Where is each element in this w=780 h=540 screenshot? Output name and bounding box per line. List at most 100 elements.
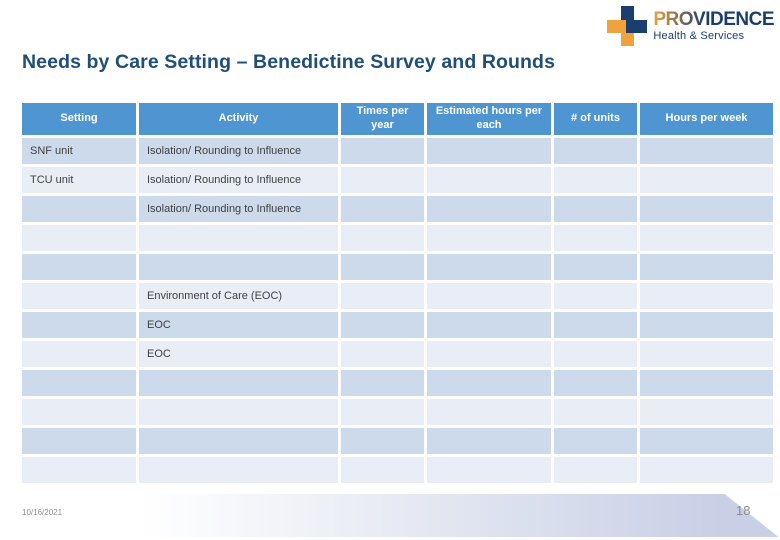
- cell-hours-per-week: [640, 167, 773, 193]
- cell-estimated-hours-per-each: [427, 457, 551, 483]
- cell-num-units: [554, 341, 637, 367]
- cell-estimated-hours-per-each: [427, 341, 551, 367]
- cell-num-units: [554, 312, 637, 338]
- cell-estimated-hours-per-each: [427, 167, 551, 193]
- cell-activity: Isolation/ Rounding to Influence: [139, 138, 338, 164]
- cell-num-units: [554, 428, 637, 454]
- cell-activity: [139, 428, 338, 454]
- header-times-per-year: Times per year: [341, 103, 424, 135]
- table-row: EOC: [22, 341, 773, 367]
- header-hours-per-week: Hours per week: [640, 103, 773, 135]
- cell-activity: [139, 254, 338, 280]
- cell-setting: [22, 196, 136, 222]
- cell-times-per-year: [341, 138, 424, 164]
- cell-times-per-year: [341, 254, 424, 280]
- table-row: TCU unit Isolation/ Rounding to Influence: [22, 167, 773, 193]
- header-estimated-hours-per-each: Estimated hours per each: [427, 103, 551, 135]
- page-number: 18: [736, 503, 751, 518]
- cell-activity: Isolation/ Rounding to Influence: [139, 196, 338, 222]
- cell-setting: [22, 283, 136, 309]
- cell-times-per-year: [341, 196, 424, 222]
- cell-times-per-year: [341, 457, 424, 483]
- cell-hours-per-week: [640, 196, 773, 222]
- cell-times-per-year: [341, 225, 424, 251]
- cell-times-per-year: [341, 167, 424, 193]
- cell-setting: SNF unit: [22, 138, 136, 164]
- cell-times-per-year: [341, 399, 424, 425]
- cell-hours-per-week: [640, 399, 773, 425]
- cell-num-units: [554, 457, 637, 483]
- cell-estimated-hours-per-each: [427, 225, 551, 251]
- cell-estimated-hours-per-each: [427, 283, 551, 309]
- cell-times-per-year: [341, 370, 424, 396]
- table-row: [22, 457, 773, 483]
- table-body: SNF unit Isolation/ Rounding to Influence…: [22, 138, 773, 483]
- logo-text: PROVIDENCE Health & Services: [653, 10, 774, 42]
- cell-times-per-year: [341, 428, 424, 454]
- table-header: Setting Activity Times per year Estimate…: [22, 103, 773, 135]
- cell-estimated-hours-per-each: [427, 254, 551, 280]
- providence-logo: PROVIDENCE Health & Services: [607, 6, 774, 46]
- cell-estimated-hours-per-each: [427, 428, 551, 454]
- cell-hours-per-week: [640, 341, 773, 367]
- page-title: Needs by Care Setting – Benedictine Surv…: [22, 51, 556, 73]
- cell-activity: EOC: [139, 341, 338, 367]
- cell-num-units: [554, 254, 637, 280]
- cell-setting: [22, 312, 136, 338]
- cell-hours-per-week: [640, 283, 773, 309]
- table-row: [22, 399, 773, 425]
- cell-setting: [22, 254, 136, 280]
- cell-activity: [139, 225, 338, 251]
- cell-hours-per-week: [640, 254, 773, 280]
- cell-estimated-hours-per-each: [427, 312, 551, 338]
- cell-estimated-hours-per-each: [427, 370, 551, 396]
- table-row: [22, 428, 773, 454]
- needs-table-container: Setting Activity Times per year Estimate…: [19, 100, 773, 486]
- cell-num-units: [554, 196, 637, 222]
- logo-name: PROVIDENCE: [653, 9, 774, 30]
- table-row: Isolation/ Rounding to Influence: [22, 196, 773, 222]
- needs-table: Setting Activity Times per year Estimate…: [19, 100, 776, 486]
- header-activity: Activity: [139, 103, 338, 135]
- cell-num-units: [554, 167, 637, 193]
- cell-times-per-year: [341, 283, 424, 309]
- cell-num-units: [554, 399, 637, 425]
- cell-hours-per-week: [640, 457, 773, 483]
- footer-date: 10/16/2021: [22, 508, 63, 517]
- cell-setting: [22, 399, 136, 425]
- cell-hours-per-week: [640, 138, 773, 164]
- cell-hours-per-week: [640, 428, 773, 454]
- cell-activity: Environment of Care (EOC): [139, 283, 338, 309]
- cell-activity: [139, 457, 338, 483]
- cell-activity: EOC: [139, 312, 338, 338]
- table-header-row: Setting Activity Times per year Estimate…: [22, 103, 773, 135]
- cell-hours-per-week: [640, 312, 773, 338]
- table-row: EOC: [22, 312, 773, 338]
- cell-num-units: [554, 138, 637, 164]
- cell-estimated-hours-per-each: [427, 196, 551, 222]
- table-row: [22, 254, 773, 280]
- cell-setting: [22, 428, 136, 454]
- table-row: SNF unit Isolation/ Rounding to Influence: [22, 138, 773, 164]
- logo-tagline: Health & Services: [653, 30, 745, 42]
- table-row: [22, 370, 773, 396]
- cell-activity: [139, 370, 338, 396]
- header-num-units: # of units: [554, 103, 637, 135]
- table-row: Environment of Care (EOC): [22, 283, 773, 309]
- cell-num-units: [554, 225, 637, 251]
- cell-num-units: [554, 283, 637, 309]
- cell-setting: [22, 225, 136, 251]
- cell-num-units: [554, 370, 637, 396]
- cell-setting: [22, 370, 136, 396]
- cell-estimated-hours-per-each: [427, 399, 551, 425]
- decorative-gradient-band: [0, 494, 779, 537]
- cell-setting: [22, 457, 136, 483]
- header-setting: Setting: [22, 103, 136, 135]
- cell-estimated-hours-per-each: [427, 138, 551, 164]
- cell-activity: Isolation/ Rounding to Influence: [139, 167, 338, 193]
- table-row: [22, 225, 773, 251]
- cell-setting: [22, 341, 136, 367]
- cell-hours-per-week: [640, 370, 773, 396]
- cell-hours-per-week: [640, 225, 773, 251]
